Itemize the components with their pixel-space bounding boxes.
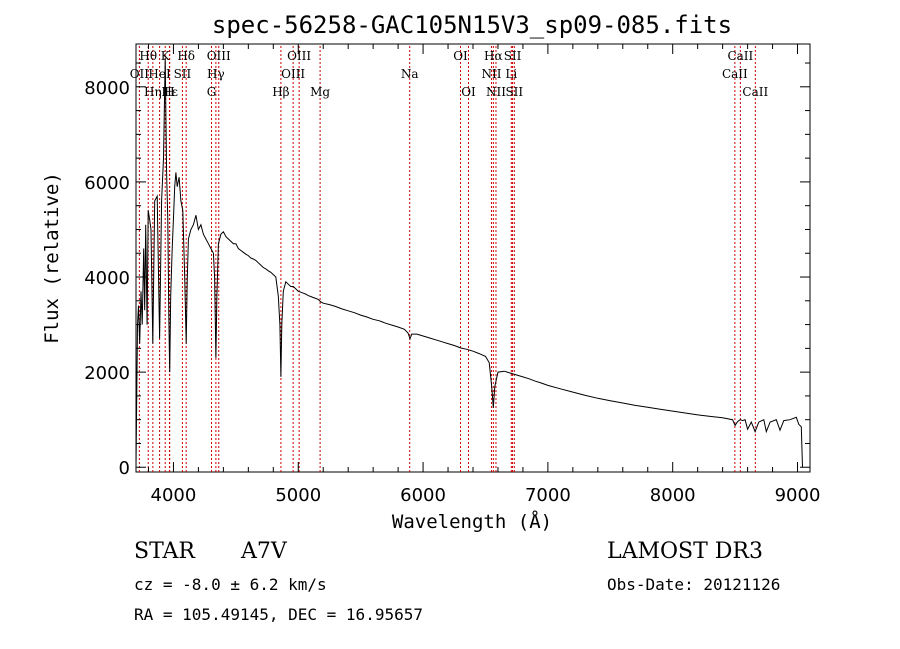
spectral-line-label: OI [461, 85, 476, 99]
spectral-line-label: G [207, 85, 217, 99]
spectral-line-label: Hβ [272, 85, 289, 99]
x-axis-label: Wavelength (Å) [392, 510, 552, 533]
y-tick-label: 4000 [84, 268, 130, 289]
spectral-line-label: OIII [287, 49, 311, 63]
survey-name: LAMOST DR3 [607, 539, 763, 564]
spectral-line-label: Hα [484, 49, 503, 63]
plot-frame [135, 43, 811, 473]
spectral-line-label: OI [453, 49, 468, 63]
spectral-line-label: OII [130, 67, 150, 81]
x-tick-label: 5000 [275, 485, 321, 506]
spectral-line-label: K [161, 49, 171, 63]
spectral-line-label: NII [481, 67, 501, 81]
spectrum-line [135, 58, 803, 468]
redshift-velocity: cz = -8.0 ± 6.2 km/s [134, 575, 327, 594]
spectral-line-label: Hγ [207, 67, 225, 81]
spectral-line-label: SII [504, 49, 522, 63]
spectral-line-label: CaII [727, 49, 753, 63]
object-class: STAR [134, 539, 195, 564]
x-tick-label: 7000 [525, 485, 571, 506]
y-tick-label: 8000 [84, 78, 130, 99]
spectral-line-label: HeI [148, 67, 171, 81]
spectral-line-label: Li [505, 67, 517, 81]
spectral-line-label: Hθ [139, 49, 157, 63]
spectral-line-label: SII [174, 67, 192, 81]
coordinates: RA = 105.49145, DEC = 16.95657 [134, 605, 423, 624]
spectral-line-label: OIII [207, 49, 231, 63]
x-axis-ticks: 4000 5000 6000 7000 8000 9000 [147, 44, 821, 506]
spectral-line-label: Hη [144, 85, 162, 99]
x-tick-label: 8000 [650, 485, 696, 506]
y-tick-label: 2000 [84, 363, 130, 384]
y-axis-label: Flux (relative) [41, 172, 63, 344]
spectral-line-label: CaII [742, 85, 768, 99]
chart-title: spec-56258-GAC105N15V3_sp09-085.fits [212, 11, 732, 39]
spectral-line-label: Hδ [177, 49, 195, 63]
spectral-line-markers [138, 46, 756, 472]
x-tick-label: 6000 [400, 485, 446, 506]
y-tick-label: 0 [119, 458, 130, 479]
y-tick-label: 6000 [84, 173, 130, 194]
spectral-line-label: Na [401, 67, 419, 81]
x-tick-label: 4000 [151, 485, 197, 506]
spectral-subclass: A7V [241, 539, 287, 564]
spectral-line-label: OIII [281, 67, 305, 81]
spectral-line-label: Mg [310, 85, 330, 99]
y-axis-ticks: 0 2000 4000 6000 8000 [84, 62, 810, 479]
spectral-line-label: H [164, 85, 174, 99]
spectral-line-label: SII [505, 85, 523, 99]
observation-date: Obs-Date: 20121126 [607, 575, 781, 594]
x-tick-label: 9000 [775, 485, 821, 506]
spectral-line-label: NII [486, 85, 506, 99]
spectral-line-label: CaII [722, 67, 748, 81]
